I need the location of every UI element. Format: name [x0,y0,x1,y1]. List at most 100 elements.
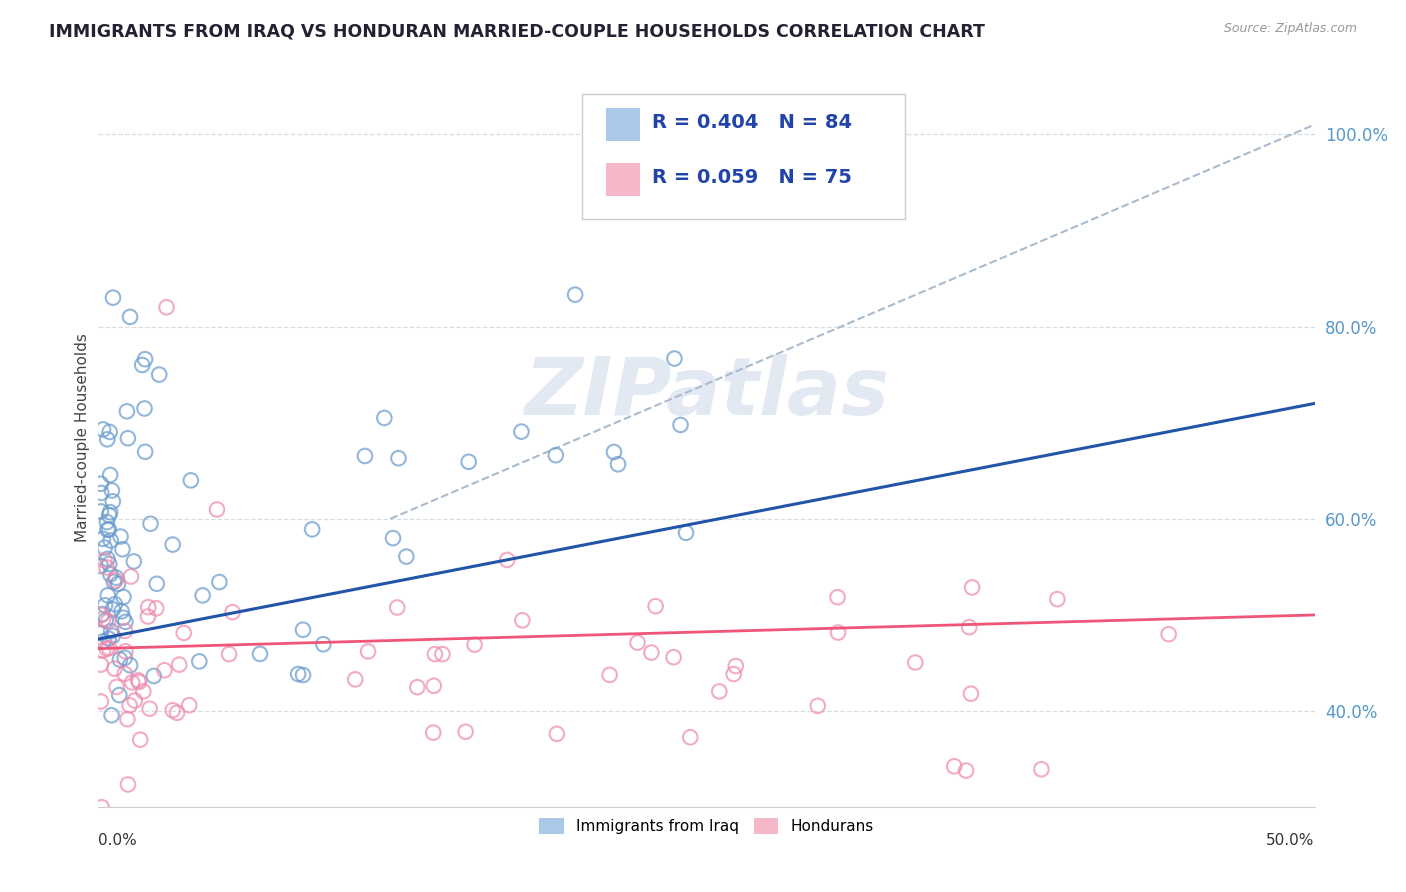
FancyBboxPatch shape [606,108,640,141]
Point [96,560,118,574]
Point [679,731,702,745]
Text: ZIPatlas: ZIPatlas [524,353,889,432]
Point [91,607,114,621]
Point [98,467,121,482]
Point [957,620,980,634]
Point [139,516,162,531]
Point [97,614,120,628]
Point [291,623,314,637]
Point [127,673,149,688]
Point [117,777,139,791]
Point [114,650,136,665]
Point [101,602,124,616]
Point [955,764,977,778]
Point [96,523,118,537]
Point [166,706,188,720]
Point [91,643,114,657]
Point [387,451,409,466]
Point [101,629,124,643]
Point [93,553,115,567]
Point [114,624,136,638]
Point [640,646,662,660]
Point [120,658,142,673]
Text: R = 0.404   N = 84: R = 0.404 N = 84 [652,113,852,132]
Point [287,667,309,681]
Y-axis label: Married-couple Households: Married-couple Households [75,333,90,541]
Point [675,525,697,540]
Point [98,641,121,656]
Point [107,576,129,591]
Point [423,679,446,693]
Point [136,609,159,624]
Point [943,759,966,773]
Point [827,625,849,640]
Point [104,597,127,611]
Point [90,626,112,640]
Point [662,650,685,665]
FancyBboxPatch shape [582,95,904,219]
Point [93,541,115,555]
Point [124,693,146,707]
Point [100,567,122,582]
Point [108,688,131,702]
Point [103,662,125,676]
Point [382,531,405,545]
Point [724,659,747,673]
Point [208,575,231,590]
Point [104,574,127,588]
Point [544,448,567,462]
Text: 50.0%: 50.0% [1267,833,1315,848]
Point [101,483,124,498]
Point [97,588,120,602]
Point [827,590,849,604]
Point [496,553,519,567]
Point [904,656,927,670]
Point [100,533,122,548]
Point [354,449,377,463]
Point [101,291,124,305]
Point [1157,627,1180,641]
Point [134,401,156,416]
Point [101,494,124,508]
Point [422,725,444,739]
Point [603,445,626,459]
Point [90,504,112,518]
Point [218,647,240,661]
Point [128,675,150,690]
Text: IMMIGRANTS FROM IRAQ VS HONDURAN MARRIED-COUPLE HOUSEHOLDS CORRELATION CHART: IMMIGRANTS FROM IRAQ VS HONDURAN MARRIED… [49,22,986,40]
Point [173,626,195,640]
Point [118,310,141,324]
Point [91,422,114,436]
Point [97,523,120,537]
Point [180,474,202,488]
Point [387,600,409,615]
Point [546,727,568,741]
Point [148,368,170,382]
Point [395,549,418,564]
Point [607,457,630,471]
Point [249,647,271,661]
Point [110,604,132,618]
Point [90,800,112,814]
Point [599,668,621,682]
Point [1031,762,1053,776]
FancyBboxPatch shape [606,163,640,196]
Point [406,680,429,694]
Point [723,667,745,681]
Point [100,708,122,723]
Point [91,532,114,546]
Point [301,522,323,536]
Point [132,684,155,698]
Point [98,557,121,571]
Point [205,502,228,516]
Point [669,417,692,432]
Point [1046,592,1069,607]
Point [454,724,477,739]
Point [112,590,135,604]
Point [93,634,115,648]
Point [90,476,112,491]
Text: 0.0%: 0.0% [98,833,138,848]
Text: Source: ZipAtlas.com: Source: ZipAtlas.com [1223,22,1357,36]
Point [179,698,201,713]
Point [96,515,118,529]
